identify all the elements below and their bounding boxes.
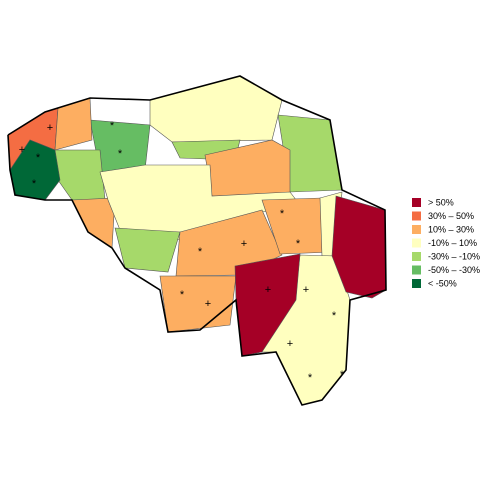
legend-swatch (412, 238, 421, 248)
marker: + (265, 284, 271, 296)
legend-label: -10% – 10% (428, 238, 477, 248)
legend: > 50% 30% – 50% 10% – 30% -10% – 10% -30% – … (412, 197, 480, 288)
legend-label: 10% – 30% (428, 224, 474, 234)
legend-label: -50% – -30% (428, 265, 480, 275)
marker: * (332, 310, 337, 322)
marker: * (198, 246, 203, 258)
marker: * (180, 289, 185, 301)
marker: * (280, 208, 285, 220)
region (277, 114, 343, 193)
border (7, 75, 387, 406)
marker: + (47, 122, 53, 134)
legend-swatch (412, 279, 421, 288)
legend-swatch (412, 211, 421, 221)
marker: * (32, 178, 37, 190)
marker: * (296, 238, 301, 250)
legend-label: > 50% (428, 197, 454, 207)
marker: * (36, 152, 41, 164)
legend-swatch (412, 252, 421, 261)
marker: * (118, 148, 123, 160)
marker: + (205, 298, 211, 310)
legend-label: 30% – 50% (428, 211, 474, 221)
legend-swatch (412, 265, 421, 275)
legend-swatch (412, 225, 421, 234)
region (114, 227, 181, 273)
marker: + (287, 338, 293, 350)
region (71, 197, 116, 249)
marker: * (308, 372, 313, 384)
marker: + (241, 238, 247, 250)
marker: * (110, 120, 115, 132)
legend-label: -30% – -10% (428, 251, 480, 261)
marker: + (303, 284, 309, 296)
regions (7, 75, 387, 406)
legend-swatch (412, 198, 421, 207)
region (54, 97, 93, 151)
symbols: + + * * * * * * * + * + + + * + * * (19, 120, 345, 384)
region (149, 75, 283, 143)
marker: * (340, 369, 345, 381)
region (159, 275, 237, 333)
marker: + (19, 144, 25, 156)
legend-label: < -50% (428, 278, 457, 288)
